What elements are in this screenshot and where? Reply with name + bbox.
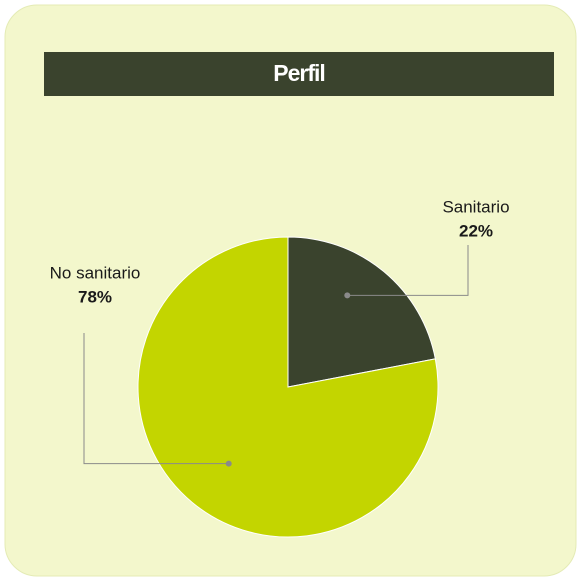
leader-dot bbox=[344, 292, 351, 299]
pie-slice bbox=[287, 236, 436, 388]
title-bar bbox=[44, 52, 554, 96]
value-label: 22% bbox=[459, 221, 493, 240]
slice-label: No sanitario bbox=[50, 263, 141, 282]
slice-label: Sanitario bbox=[442, 197, 509, 216]
chart-title: Perfil bbox=[273, 60, 325, 86]
pie-slice bbox=[137, 236, 439, 538]
leader-line bbox=[83, 333, 229, 465]
leader-line bbox=[347, 245, 469, 296]
value-label: 78% bbox=[78, 287, 112, 306]
leader-dot bbox=[225, 460, 232, 467]
